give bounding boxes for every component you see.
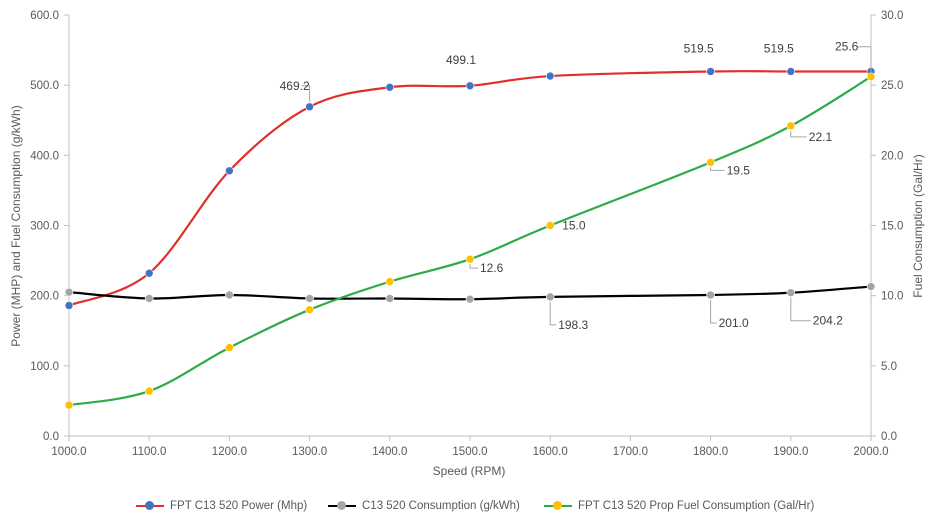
data-point-consumption <box>545 292 555 302</box>
legend-swatch-consumption <box>328 500 356 512</box>
legend-swatch-prop-fuel <box>544 500 572 512</box>
data-label-power: 499.1 <box>446 53 476 67</box>
data-point-consumption <box>225 290 234 300</box>
left-y-axis-title: Power (MHP) and Fuel Consumption (g/kWh) <box>9 105 23 346</box>
right-y-tick-label: 30.0 <box>881 10 903 22</box>
x-tick-label: 1800.0 <box>693 446 728 458</box>
data-point-consumption <box>385 294 395 303</box>
x-axis-title: Speed (RPM) <box>433 464 506 478</box>
leader-line-prop-fuel <box>710 167 725 171</box>
right-y-tick-label: 10.0 <box>881 291 903 303</box>
leader-line-consumption <box>790 297 811 322</box>
data-point-consumption <box>144 294 154 303</box>
x-tick-label: 1200.0 <box>212 446 247 458</box>
data-label-consumption: 204.2 <box>813 314 843 328</box>
right-y-axis-title: Fuel Consumption (Gal/Hr) <box>911 154 925 297</box>
series-lines <box>68 70 872 407</box>
data-point-power <box>385 82 395 92</box>
data-point-consumption <box>706 290 715 300</box>
data-point-power <box>144 268 154 278</box>
right-y-tick-label: 20.0 <box>881 150 903 162</box>
x-tick-label: 1300.0 <box>292 446 327 458</box>
data-label-prop-fuel: 25.6 <box>835 40 859 54</box>
left-y-tick-label: 500.0 <box>30 80 59 92</box>
data-label-prop-fuel: 19.5 <box>727 163 751 177</box>
x-tick-label: 1400.0 <box>372 446 407 458</box>
data-label-prop-fuel: 22.1 <box>809 130 833 144</box>
legend: FPT C13 520 Power (Mhp) C13 520 Consumpt… <box>0 497 937 515</box>
tick-labels: 1000.0 1100.0 1200.0 1300.0 1400.0 1500.0 1600… <box>30 10 903 458</box>
data-point-consumption <box>786 288 796 298</box>
left-y-tick-label: 400.0 <box>30 150 59 162</box>
right-y-tick-label: 0.0 <box>881 431 897 443</box>
data-label-power: 469.2 <box>280 79 310 93</box>
left-y-tick-label: 0.0 <box>43 431 59 443</box>
series-line-prop-fuel <box>68 75 872 407</box>
leader-line-prop-fuel <box>857 46 872 72</box>
data-label-prop-fuel: 12.6 <box>480 261 504 275</box>
left-y-tick-label: 300.0 <box>30 221 59 233</box>
leader-line-prop-fuel <box>469 264 478 269</box>
leader-line-consumption <box>710 299 717 324</box>
data-label-consumption: 198.3 <box>558 318 588 332</box>
data-point-power <box>545 71 555 81</box>
x-tick-label: 2000.0 <box>853 446 888 458</box>
data-point-consumption <box>64 287 74 297</box>
legend-item-prop-fuel[interactable]: FPT C13 520 Prop Fuel Consumption (Gal/H… <box>544 497 814 515</box>
data-point-prop-fuel <box>465 254 475 264</box>
data-label-power: 519.5 <box>684 41 714 55</box>
x-tick-label: 1500.0 <box>452 446 487 458</box>
data-point-prop-fuel <box>305 305 314 315</box>
data-point-prop-fuel <box>545 221 555 230</box>
data-point-consumption <box>866 282 876 291</box>
x-tick-label: 1000.0 <box>51 446 86 458</box>
data-labels: 469.2 499.1 519.5 519.5 198.3 201.0 204.2 12.6 1… <box>280 40 872 332</box>
left-y-tick-label: 200.0 <box>30 291 59 303</box>
right-y-tick-label: 25.0 <box>881 80 903 92</box>
axes <box>64 14 876 441</box>
x-tick-label: 1700.0 <box>613 446 648 458</box>
right-y-tick-label: 5.0 <box>881 361 897 373</box>
data-point-power <box>786 67 796 76</box>
data-label-prop-fuel: 15.0 <box>562 219 586 233</box>
data-point-power <box>305 102 314 112</box>
data-label-power: 519.5 <box>764 41 794 55</box>
data-point-prop-fuel <box>385 277 395 286</box>
x-tick-label: 1600.0 <box>533 446 568 458</box>
data-points <box>64 67 876 410</box>
series-line-consumption <box>68 285 872 301</box>
data-point-power <box>64 301 74 310</box>
legend-label-power: FPT C13 520 Power (Mhp) <box>170 500 308 512</box>
data-point-consumption <box>305 294 314 303</box>
left-y-tick-label: 100.0 <box>30 361 59 373</box>
x-tick-label: 1100.0 <box>132 446 166 458</box>
data-point-prop-fuel <box>706 158 715 167</box>
data-point-consumption <box>465 294 475 304</box>
data-label-consumption: 201.0 <box>719 316 749 330</box>
leader-line-consumption <box>549 301 557 326</box>
right-y-tick-label: 15.0 <box>881 221 903 233</box>
data-point-prop-fuel <box>64 400 74 410</box>
data-point-power <box>465 81 475 91</box>
series-line-power <box>68 70 871 307</box>
legend-swatch-power <box>136 500 164 512</box>
legend-label-prop-fuel: FPT C13 520 Prop Fuel Consumption (Gal/H… <box>578 500 815 512</box>
x-tick-label: 1900.0 <box>773 446 808 458</box>
data-point-prop-fuel <box>225 343 234 352</box>
legend-item-consumption[interactable]: C13 520 Consumption (g/kWh) <box>328 497 520 515</box>
legend-item-power[interactable]: FPT C13 520 Power (Mhp) <box>136 497 307 515</box>
leader-line-power <box>301 85 311 102</box>
left-y-tick-label: 600.0 <box>30 10 59 22</box>
chart: 1000.0 1100.0 1200.0 1300.0 1400.0 1500.0 1600… <box>9 10 925 478</box>
leader-line-prop-fuel <box>790 130 807 138</box>
legend-label-consumption: C13 520 Consumption (g/kWh) <box>362 500 520 512</box>
data-point-power <box>706 67 715 76</box>
data-point-power <box>225 166 234 176</box>
data-point-prop-fuel <box>786 121 796 131</box>
data-point-prop-fuel <box>144 386 154 396</box>
data-point-prop-fuel <box>866 72 876 82</box>
